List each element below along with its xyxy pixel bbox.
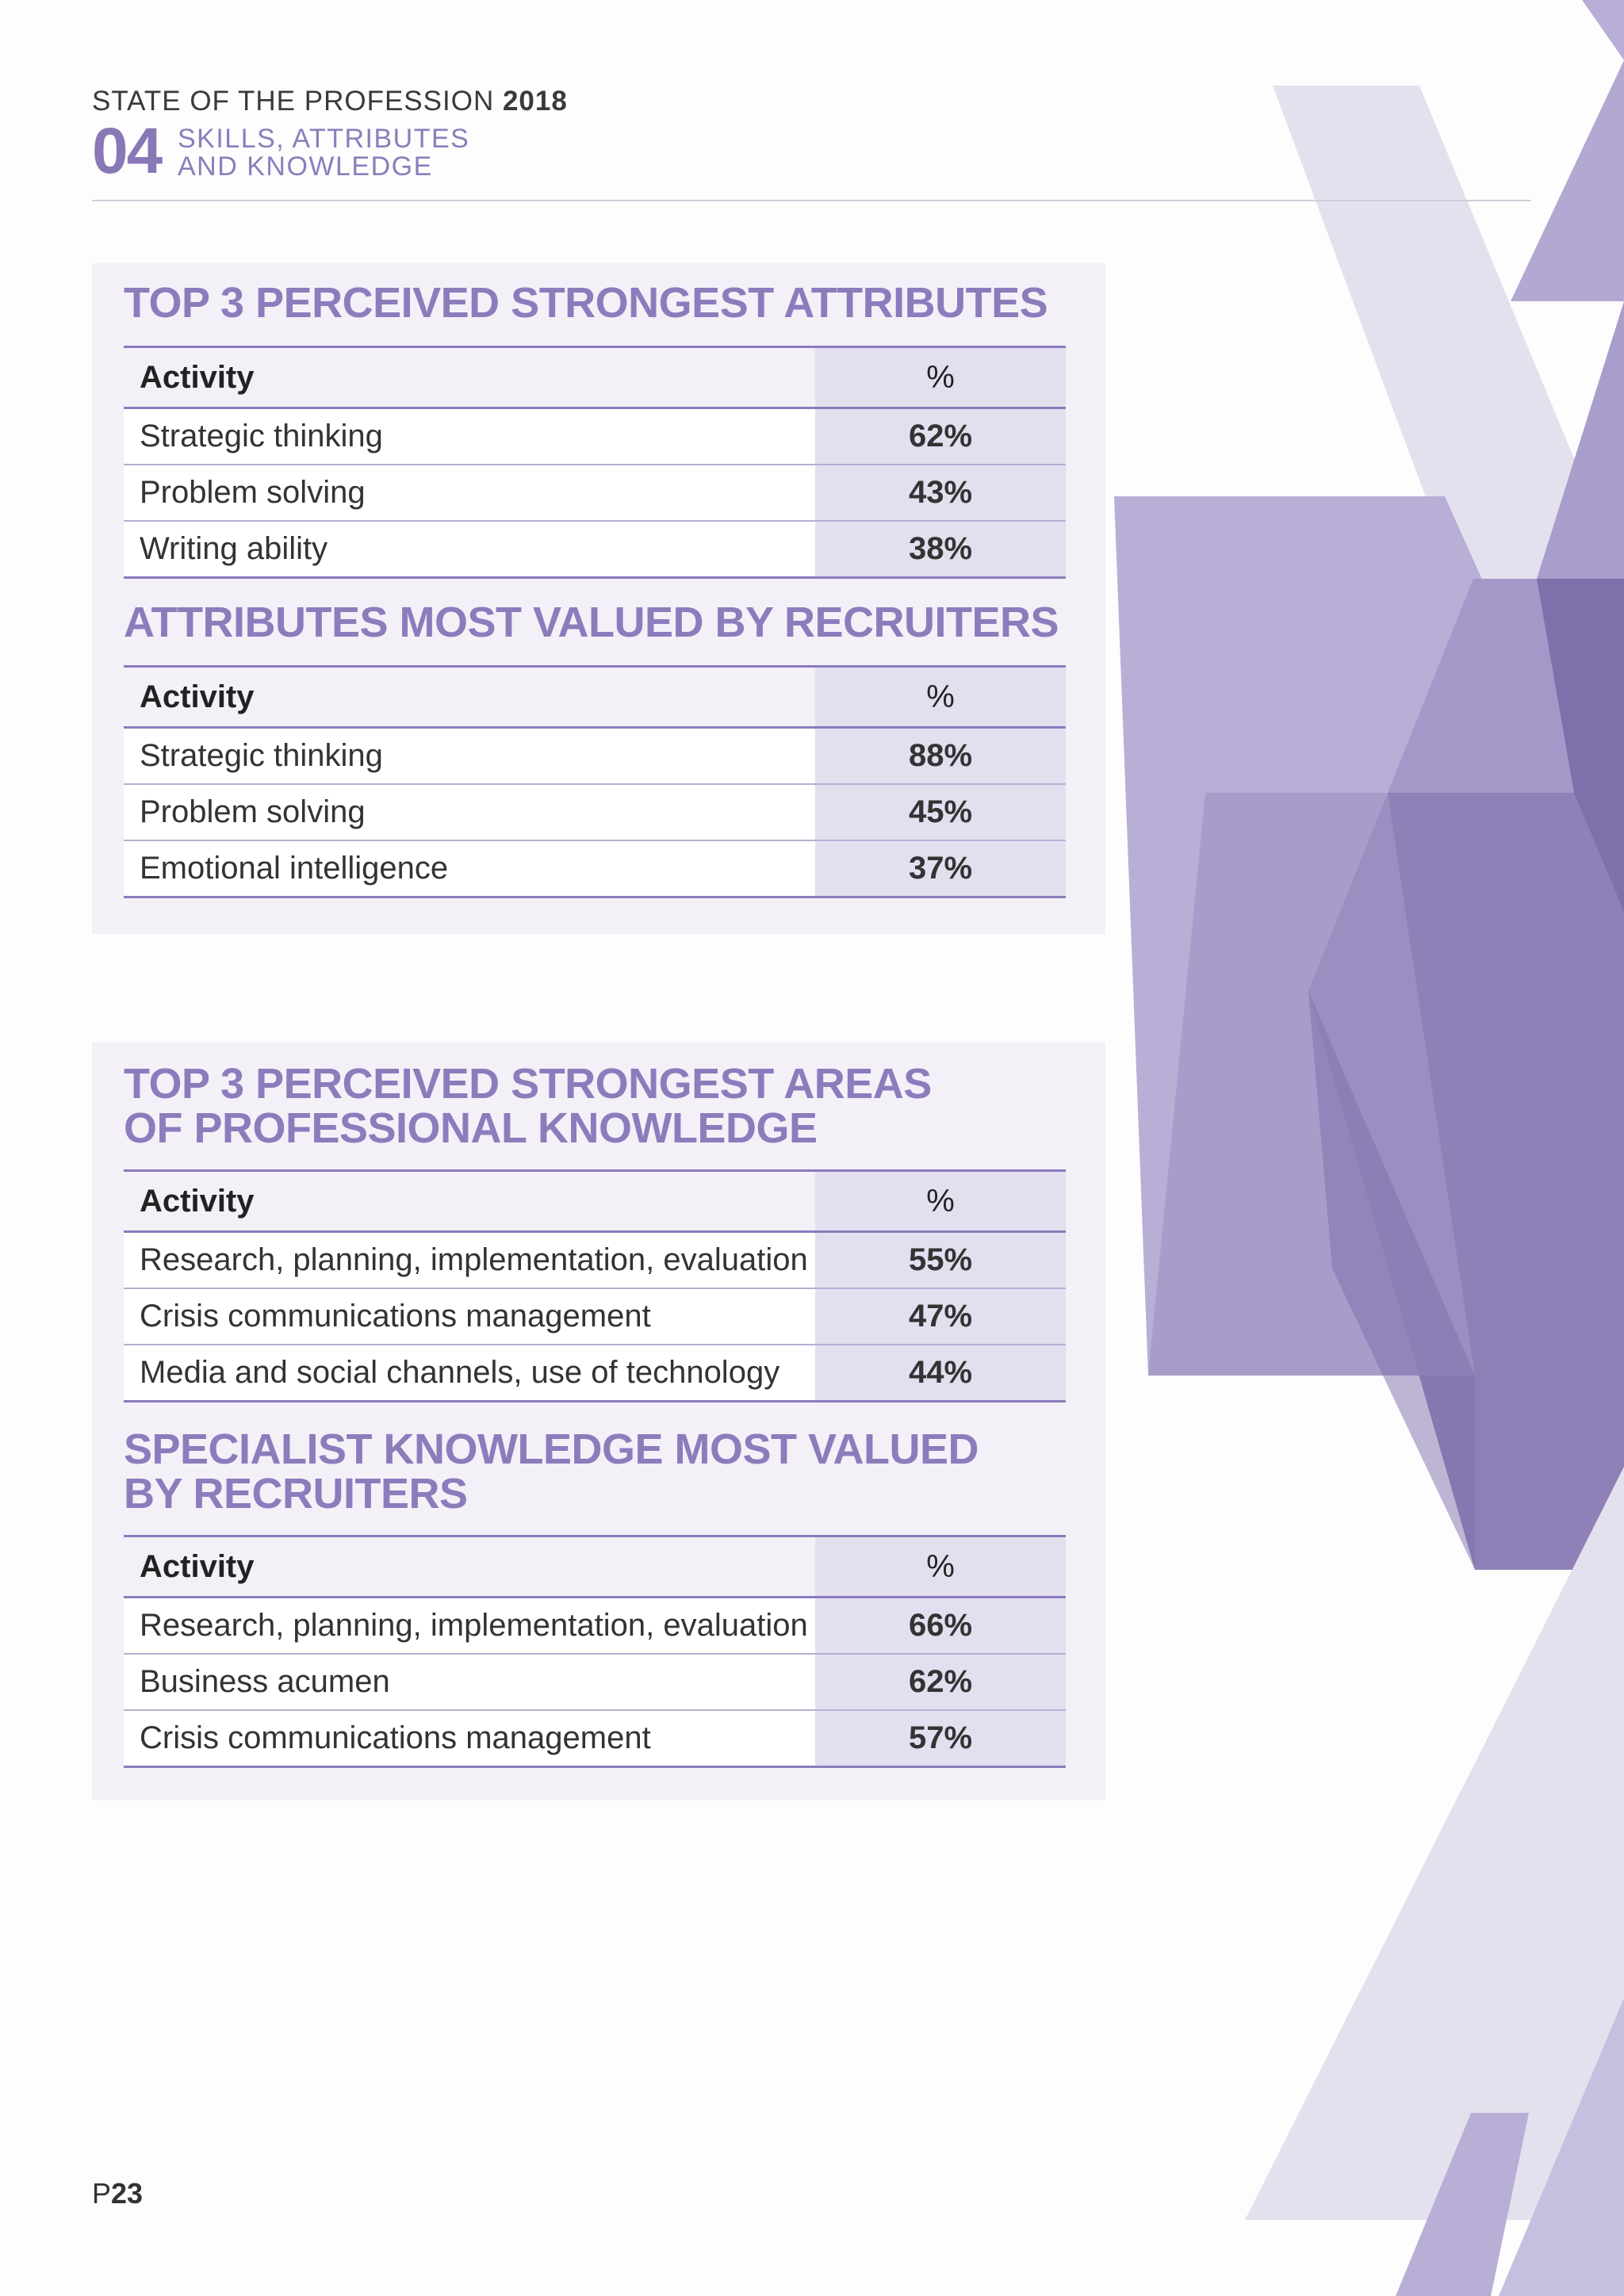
table-row: Problem solving 45%	[124, 784, 1066, 840]
table-row: Emotional intelligence 37%	[124, 840, 1066, 897]
table-row: Strategic thinking 62%	[124, 408, 1066, 465]
activity-cell: Strategic thinking	[124, 408, 815, 465]
percent-cell: 43%	[815, 465, 1066, 521]
activity-cell: Research, planning, implementation, eval…	[124, 1597, 815, 1654]
percent-cell: 47%	[815, 1288, 1066, 1345]
column-header-percent: %	[815, 346, 1066, 408]
column-header-percent: %	[815, 666, 1066, 728]
attributes-panel: TOP 3 PERCEIVED STRONGEST ATTRIBUTES Act…	[92, 263, 1105, 934]
column-header-activity: Activity	[140, 1548, 255, 1584]
recruiter-attributes-table: Activity % Strategic thinking 88% Proble…	[124, 665, 1066, 898]
table-row: Media and social channels, use of techno…	[124, 1345, 1066, 1402]
percent-cell: 37%	[815, 840, 1066, 897]
table-title: SPECIALIST KNOWLEDGE MOST VALUED BY RECR…	[124, 1427, 1066, 1516]
table-header-row: Activity %	[124, 666, 1066, 728]
activity-cell: Business acumen	[124, 1654, 815, 1710]
percent-cell: 45%	[815, 784, 1066, 840]
table-row: Problem solving 43%	[124, 465, 1066, 521]
table-row: Business acumen 62%	[124, 1654, 1066, 1710]
percent-cell: 38%	[815, 521, 1066, 578]
section-number: 04	[92, 115, 163, 187]
report-year: 2018	[502, 86, 568, 117]
activity-cell: Media and social channels, use of techno…	[124, 1345, 815, 1402]
section-title-line1: SKILLS, ATTRIBUTES	[178, 124, 470, 154]
column-header-activity: Activity	[140, 1183, 255, 1219]
table-row: Research, planning, implementation, eval…	[124, 1231, 1066, 1288]
section-title: SKILLS, ATTRIBUTES AND KNOWLEDGE	[178, 125, 469, 181]
column-header-percent: %	[815, 1170, 1066, 1232]
table-title: TOP 3 PERCEIVED STRONGEST AREAS OF PROFE…	[124, 1062, 1066, 1150]
activity-cell: Research, planning, implementation, eval…	[124, 1231, 815, 1288]
table-title: ATTRIBUTES MOST VALUED BY RECRUITERS	[124, 599, 1059, 646]
strongest-knowledge-block: TOP 3 PERCEIVED STRONGEST AREAS OF PROFE…	[124, 1062, 1066, 1402]
activity-cell: Writing ability	[124, 521, 815, 578]
activity-cell: Problem solving	[124, 465, 815, 521]
table-title: TOP 3 PERCEIVED STRONGEST ATTRIBUTES	[124, 279, 1048, 327]
table-title-line1: TOP 3 PERCEIVED STRONGEST AREAS	[124, 1060, 932, 1108]
table-row: Crisis communications management 57%	[124, 1710, 1066, 1767]
activity-cell: Crisis communications management	[124, 1288, 815, 1345]
activity-cell: Problem solving	[124, 784, 815, 840]
table-header-row: Activity %	[124, 1536, 1066, 1598]
table-row: Writing ability 38%	[124, 521, 1066, 578]
table-title-line2: BY RECRUITERS	[124, 1470, 468, 1517]
knowledge-panel: TOP 3 PERCEIVED STRONGEST AREAS OF PROFE…	[92, 1043, 1105, 1800]
percent-cell: 62%	[815, 408, 1066, 465]
strongest-knowledge-table: Activity % Research, planning, implement…	[124, 1169, 1066, 1402]
percent-cell: 66%	[815, 1597, 1066, 1654]
recruiter-knowledge-block: SPECIALIST KNOWLEDGE MOST VALUED BY RECR…	[124, 1427, 1066, 1767]
table-row: Crisis communications management 47%	[124, 1288, 1066, 1345]
section-title-line2: AND KNOWLEDGE	[178, 151, 433, 182]
column-header-activity: Activity	[140, 359, 255, 395]
report-header: STATE OF THE PROFESSION 2018 04 SKILLS, …	[92, 84, 1531, 187]
header-divider	[92, 200, 1531, 201]
recruiter-attributes-block: ATTRIBUTES MOST VALUED BY RECRUITERS Act…	[124, 599, 1066, 897]
table-row: Research, planning, implementation, eval…	[124, 1597, 1066, 1654]
page-number-value: 23	[111, 2177, 144, 2210]
activity-cell: Strategic thinking	[124, 727, 815, 784]
column-header-activity: Activity	[140, 679, 255, 714]
percent-cell: 44%	[815, 1345, 1066, 1402]
page-number: P23	[92, 2177, 143, 2210]
report-title: STATE OF THE PROFESSION 2018	[92, 84, 1531, 119]
activity-cell: Emotional intelligence	[124, 840, 815, 897]
percent-cell: 88%	[815, 727, 1066, 784]
table-title-line2: OF PROFESSIONAL KNOWLEDGE	[124, 1104, 818, 1152]
activity-cell: Crisis communications management	[124, 1710, 815, 1767]
percent-cell: 55%	[815, 1231, 1066, 1288]
strongest-attributes-block: TOP 3 PERCEIVED STRONGEST ATTRIBUTES Act…	[124, 279, 1066, 578]
column-header-percent: %	[815, 1536, 1066, 1598]
table-row: Strategic thinking 88%	[124, 727, 1066, 784]
page-prefix: P	[92, 2177, 112, 2210]
percent-cell: 57%	[815, 1710, 1066, 1767]
table-header-row: Activity %	[124, 346, 1066, 408]
percent-cell: 62%	[815, 1654, 1066, 1710]
strongest-attributes-table: Activity % Strategic thinking 62% Proble…	[124, 346, 1066, 579]
table-title-line1: SPECIALIST KNOWLEDGE MOST VALUED	[124, 1425, 979, 1473]
table-header-row: Activity %	[124, 1170, 1066, 1232]
section-heading: 04 SKILLS, ATTRIBUTES AND KNOWLEDGE	[92, 116, 1531, 187]
recruiter-knowledge-table: Activity % Research, planning, implement…	[124, 1535, 1066, 1768]
report-title-text: STATE OF THE PROFESSION	[92, 86, 495, 117]
